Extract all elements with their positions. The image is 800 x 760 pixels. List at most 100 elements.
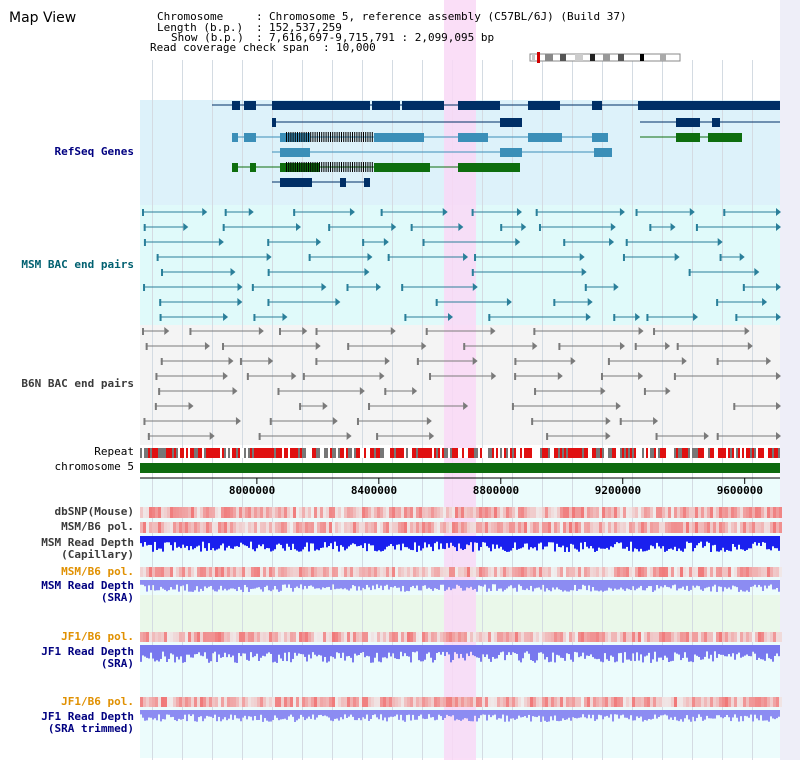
repeat-mark <box>626 448 628 458</box>
gene-exon <box>500 118 522 127</box>
jf1-trim-depth-bar <box>742 710 744 721</box>
jf1-sra-depth-bar <box>194 645 196 654</box>
dbsnp-mark <box>314 507 317 518</box>
gene-exon <box>244 101 256 110</box>
track-label-dbsnp[interactable]: dbSNP(Mouse) <box>55 506 134 518</box>
msm-bac-pair-end <box>161 269 163 276</box>
track-label-jf1-pol-1[interactable]: JF1/B6 pol. <box>61 631 134 643</box>
msm-sra-depth-bar <box>624 580 626 591</box>
track-label-msm-pol-1[interactable]: MSM/B6 pol. <box>61 521 134 533</box>
msm-cap-depth-bar <box>546 536 548 546</box>
exon-tick <box>354 162 355 172</box>
jf1-pol-mark <box>245 632 248 642</box>
track-label-msm-bac[interactable]: MSM BAC end pairs <box>21 259 134 271</box>
msm-sra-depth-bar <box>514 580 516 588</box>
msm-sra-depth-bar <box>512 580 514 588</box>
jf1-pol2-mark <box>551 697 554 707</box>
b6n-bac-pair-end <box>717 358 719 365</box>
msm-cap-depth-bar <box>564 536 566 552</box>
jf1-pol-mark <box>491 632 494 642</box>
msm-sra-depth-bar <box>670 580 672 588</box>
msm-cap-depth-bar <box>530 536 532 547</box>
msm-bac-pair-end <box>362 239 364 246</box>
jf1-trim-depth-bar <box>676 710 678 720</box>
msm-sra-depth-bar <box>604 580 606 591</box>
msm-pol2-mark <box>524 567 527 577</box>
jf1-pol2-mark <box>713 697 716 707</box>
jf1-pol2-mark <box>428 697 431 707</box>
msm-bac-pair-end <box>723 209 725 216</box>
msm-cap-depth-bar <box>666 536 668 551</box>
msm-sra-depth-bar <box>588 580 590 585</box>
repeat-mark <box>264 448 266 458</box>
msm-bac-pair-end <box>404 314 406 321</box>
dbsnp-mark <box>659 507 662 518</box>
msm-pol-mark <box>341 522 344 533</box>
track-label-msm-pol-2[interactable]: MSM/B6 pol. <box>61 566 134 578</box>
jf1-sra-depth-bar <box>648 645 650 653</box>
msm-pol2-mark <box>443 567 446 577</box>
b6n-bac-pair-end <box>426 328 428 335</box>
msm-cap-depth-bar <box>560 536 562 547</box>
repeat-mark <box>648 448 650 458</box>
jf1-trim-depth-bar <box>208 710 210 717</box>
jf1-trim-depth-bar <box>712 710 714 719</box>
msm-cap-depth-bar <box>300 536 302 551</box>
jf1-pol2-mark <box>746 697 749 707</box>
exon-tick <box>334 162 335 172</box>
track-label-repeat[interactable]: Repeat <box>94 446 134 458</box>
track-label-refseq[interactable]: RefSeq Genes <box>55 146 134 158</box>
msm-pol2-mark <box>326 567 329 577</box>
msm-pol2-mark <box>677 567 680 577</box>
msm-pol-mark <box>278 522 281 533</box>
jf1-trim-depth-bar <box>182 710 184 719</box>
msm-cap-depth-bar <box>672 536 674 550</box>
jf1-trim-depth-bar <box>684 710 686 718</box>
jf1-pol2-mark <box>686 697 689 707</box>
b6n-bac-pair-end <box>315 358 317 365</box>
dbsnp-mark <box>404 507 407 518</box>
jf1-pol-mark <box>452 632 455 642</box>
msm-cap-depth-bar <box>684 536 686 549</box>
repeat-mark <box>206 448 208 458</box>
jf1-sra-depth-bar <box>468 645 470 656</box>
repeat-mark <box>760 448 762 458</box>
jf1-sra-depth-bar <box>608 645 610 661</box>
repeat-mark <box>372 448 374 458</box>
msm-cap-depth-bar <box>182 536 184 545</box>
msm-pol-mark <box>596 522 599 533</box>
msm-pol2-mark <box>314 567 317 577</box>
jf1-pol-mark <box>281 632 284 642</box>
jf1-pol-mark <box>518 632 521 642</box>
jf1-trim-depth-bar <box>612 710 614 721</box>
jf1-sra-depth-bar <box>742 645 744 657</box>
msm-cap-depth-bar <box>458 536 460 543</box>
msm-pol2-mark <box>551 567 554 577</box>
msm-pol2-mark <box>431 567 434 577</box>
jf1-trim-depth-bar <box>376 710 378 717</box>
track-label-chromosome[interactable]: chromosome 5 <box>55 461 134 473</box>
repeat-mark <box>622 448 624 458</box>
msm-pol2-mark <box>257 567 260 577</box>
jf1-sra-depth-bar <box>626 645 628 660</box>
jf1-sra-depth-bar <box>178 645 180 659</box>
msm-sra-depth-bar <box>278 580 280 592</box>
jf1-sra-depth-bar <box>674 645 676 652</box>
msm-sra-depth-bar <box>188 580 190 592</box>
dbsnp-mark <box>773 507 776 518</box>
track-label-jf1-pol-2[interactable]: JF1/B6 pol. <box>61 696 134 708</box>
dbsnp-mark <box>269 507 272 518</box>
track-label-b6n-bac[interactable]: B6N BAC end pairs <box>21 378 134 390</box>
msm-cap-depth-bar <box>498 536 500 548</box>
jf1-sra-depth-bar <box>238 645 240 653</box>
jf1-trim-depth-bar <box>512 710 514 718</box>
msm-sra-depth-bar <box>470 580 472 587</box>
dbsnp-mark <box>719 507 722 518</box>
msm-cap-depth-bar <box>446 536 448 543</box>
msm-pol2-mark <box>566 567 569 577</box>
jf1-trim-depth-bar <box>768 710 770 722</box>
repeat-mark <box>334 448 336 458</box>
msm-bac-pair-end <box>252 284 254 291</box>
jf1-pol-mark <box>500 632 503 642</box>
jf1-trim-depth-bar <box>166 710 168 715</box>
